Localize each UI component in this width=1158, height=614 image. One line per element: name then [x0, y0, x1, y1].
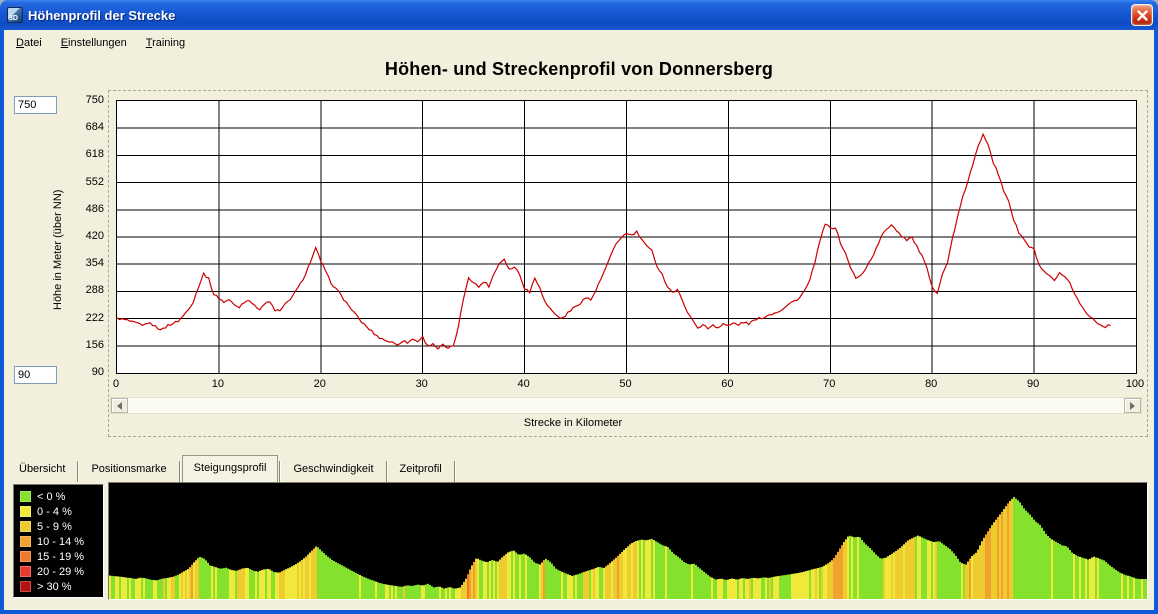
tab-positionsmarke[interactable]: Positionsmarke: [80, 459, 178, 482]
legend-swatch: [20, 536, 31, 547]
legend-swatch: [20, 581, 31, 592]
arrow-left-icon: [117, 401, 122, 410]
x-tick-label: 40: [517, 378, 530, 390]
legend-item: 10 - 14 %: [20, 534, 103, 549]
scroll-right-button[interactable]: [1124, 398, 1141, 413]
y-tick-label: 156: [85, 338, 104, 351]
legend-label: < 0 %: [37, 490, 66, 503]
menu-item-einstellungen[interactable]: Einstellungen: [60, 36, 127, 49]
x-tick-label: 80: [925, 378, 938, 390]
legend-swatch: [20, 566, 31, 577]
legend-swatch: [20, 491, 31, 502]
x-axis-title: Strecke in Kilometer: [523, 417, 623, 429]
tab-separator: [77, 461, 80, 482]
legend-label: > 30 %: [37, 580, 72, 593]
x-tick-label: 30: [415, 378, 428, 390]
x-tick-label: 70: [823, 378, 836, 390]
tab-separator: [279, 461, 282, 482]
app-icon: 3D: [7, 7, 23, 23]
legend-swatch: [20, 521, 31, 532]
elevation-line-chart: [117, 101, 1136, 373]
x-tick-label: 20: [313, 378, 326, 390]
tab-bar: Übersicht Positionsmarke Steigungsprofil Ge…: [8, 455, 457, 482]
tab-steigungsprofil[interactable]: Steigungsprofil: [181, 455, 279, 482]
x-tick-label: 90: [1026, 378, 1040, 390]
y-tick-label: 486: [85, 202, 104, 215]
gradient-profile-chart: [109, 483, 1147, 599]
close-button[interactable]: [1131, 4, 1153, 26]
legend-item: 15 - 19 %: [20, 549, 103, 564]
y-tick-label: 552: [85, 175, 104, 188]
x-tick-label: 0: [112, 378, 120, 390]
scroll-left-button[interactable]: [111, 398, 128, 413]
legend-item: < 0 %: [20, 489, 103, 504]
x-tick-label: 100: [1125, 378, 1145, 390]
tab-separator: [453, 461, 456, 482]
title-bar[interactable]: 3D Höhenprofil der Strecke: [0, 0, 1158, 30]
y-tick-label: 222: [85, 311, 104, 324]
chart-title: Höhen- und Streckenprofil von Donnersber…: [384, 59, 774, 79]
tab-zeitprofil[interactable]: Zeitprofil: [388, 459, 453, 482]
gradient-legend: < 0 % 0 - 4 % 5 - 9 % 10 - 14 % 15 - 19 % 20 …: [13, 484, 104, 598]
close-icon: [1136, 9, 1148, 21]
legend-label: 0 - 4 %: [37, 505, 72, 518]
y-tick-label: 420: [85, 230, 104, 242]
window-title: Höhenprofil der Strecke: [28, 7, 176, 23]
x-tick-label: 10: [211, 378, 225, 390]
legend-item: 20 - 29 %: [20, 564, 103, 579]
x-tick-label: 50: [619, 378, 632, 390]
menu-item-training[interactable]: Training: [145, 36, 186, 49]
chart-panel: [108, 90, 1148, 437]
legend-item: > 30 %: [20, 579, 103, 594]
y-min-field[interactable]: [14, 366, 57, 384]
y-tick-label: 288: [85, 284, 104, 297]
legend-label: 15 - 19 %: [37, 550, 85, 563]
tab-geschwindigkeit[interactable]: Geschwindigkeit: [282, 459, 385, 482]
menu-bar: Datei Einstellungen Training: [4, 31, 1154, 54]
y-max-field[interactable]: [14, 96, 57, 114]
gradient-profile-panel: [108, 482, 1148, 600]
tab-separator: [178, 461, 181, 482]
legend-label: 5 - 9 %: [37, 520, 72, 533]
tab-separator: [385, 461, 388, 482]
legend-swatch: [20, 551, 31, 562]
y-tick-label: 684: [85, 121, 104, 134]
menu-item-datei[interactable]: Datei: [16, 36, 42, 49]
y-tick-label: 90: [91, 366, 104, 378]
tab--bersicht[interactable]: Übersicht: [8, 459, 77, 482]
legend-item: 5 - 9 %: [20, 519, 103, 534]
legend-swatch: [20, 506, 31, 517]
profile-scrollbar[interactable]: [110, 397, 1142, 414]
legend-item: 0 - 4 %: [20, 504, 103, 519]
legend-label: 10 - 14 %: [37, 535, 85, 548]
arrow-right-icon: [1130, 401, 1135, 410]
y-tick-label: 618: [85, 148, 104, 161]
y-tick-label: 750: [85, 94, 104, 106]
elevation-plot: [116, 100, 1137, 374]
x-tick-label: 60: [721, 378, 734, 390]
y-axis-title: Höhe in Meter (über NN): [52, 189, 64, 311]
y-tick-label: 354: [85, 257, 104, 270]
legend-label: 20 - 29 %: [37, 565, 85, 578]
